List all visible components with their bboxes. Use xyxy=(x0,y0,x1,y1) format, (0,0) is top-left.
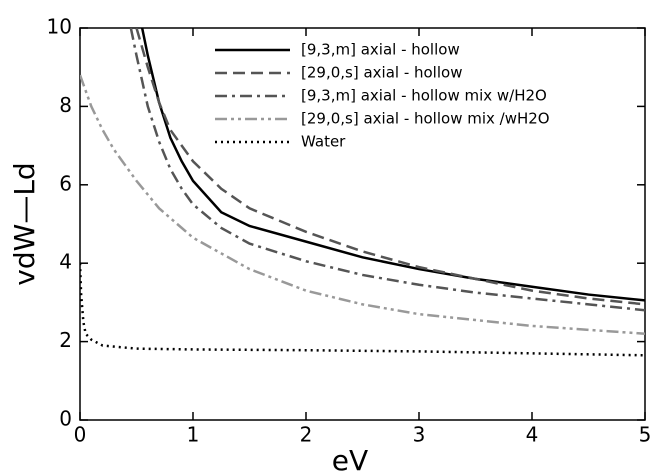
y-tick-label: 6 xyxy=(59,171,72,195)
legend-label: [9,3,m] axial - hollow mix w/H2O xyxy=(301,87,547,105)
y-tick-label: 10 xyxy=(47,15,72,39)
plot-area xyxy=(80,28,645,357)
y-tick-label: 4 xyxy=(59,250,72,274)
plot-frame xyxy=(79,27,646,421)
y-tick-label: 8 xyxy=(59,93,72,117)
x-tick-label: 3 xyxy=(413,423,426,447)
x-tick-label: 4 xyxy=(526,423,539,447)
y-tick-label: 2 xyxy=(59,328,72,352)
series-line xyxy=(80,263,645,357)
y-tick-label: 0 xyxy=(59,407,72,431)
y-axis-label: vdW—Ld xyxy=(8,162,41,285)
x-tick-label: 2 xyxy=(300,423,313,447)
series-line xyxy=(80,74,645,336)
x-tick-label: 5 xyxy=(639,423,652,447)
series-line xyxy=(135,28,645,306)
series-line xyxy=(129,28,645,312)
x-tick-label: 1 xyxy=(187,423,200,447)
legend-label: [9,3,m] axial - hollow xyxy=(301,41,460,59)
legend-label: [29,0,s] axial - hollow xyxy=(301,64,462,82)
x-tick-label: 0 xyxy=(74,423,87,447)
legend-label: [29,0,s] axial - hollow mix /wH2O xyxy=(301,110,550,128)
x-axis-label: eV xyxy=(332,444,368,476)
legend-label: Water xyxy=(301,133,346,151)
